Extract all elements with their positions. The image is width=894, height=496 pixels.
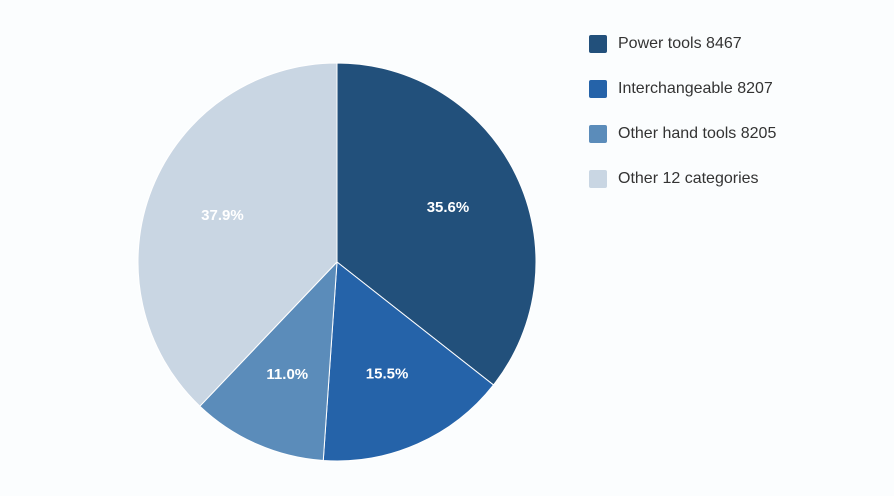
legend-swatch [589, 125, 607, 143]
slice-label: 35.6% [427, 199, 470, 216]
legend-text: Interchangeable 8207 [618, 80, 773, 97]
slice-label: 37.9% [201, 207, 244, 224]
legend-swatch [589, 35, 607, 53]
pie-slice [137, 62, 338, 407]
pie-slice [322, 261, 495, 462]
pie-slice [336, 62, 537, 386]
pie-slice [199, 260, 338, 462]
legend-text: Other hand tools 8205 [618, 125, 776, 142]
legend-swatch [589, 80, 607, 98]
slice-label: 15.5% [366, 366, 409, 383]
slice-label: 11.0% [266, 366, 308, 383]
legend-text: Power tools 8467 [618, 35, 742, 52]
legend-text: Other 12 categories [618, 170, 759, 187]
legend-swatch [589, 170, 607, 188]
